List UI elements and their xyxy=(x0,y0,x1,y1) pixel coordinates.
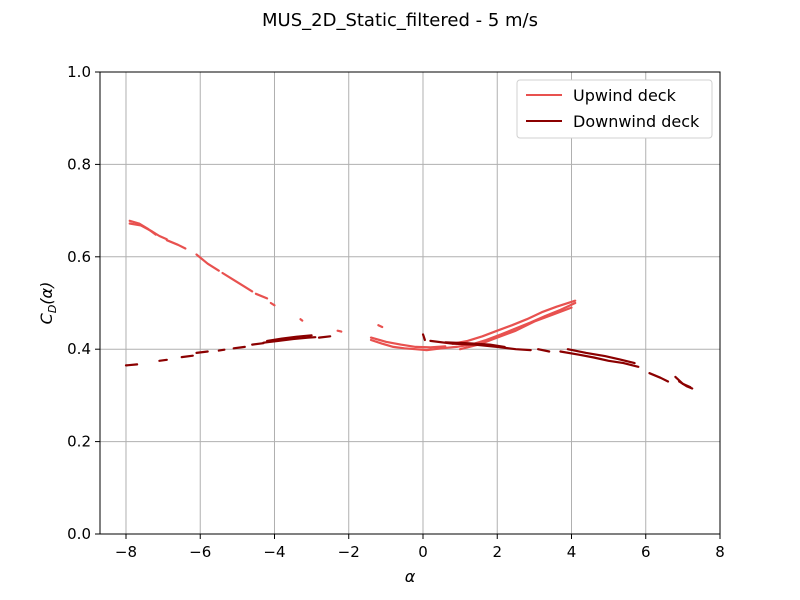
series-line-segment xyxy=(251,342,265,346)
plot-frame xyxy=(99,71,721,535)
legend: Upwind deck Downwind deck xyxy=(516,79,713,139)
series-line-segment xyxy=(269,301,276,307)
x-tick-label: −6 xyxy=(189,543,211,561)
series-line-segment xyxy=(195,350,209,354)
y-tick-label: 0.8 xyxy=(67,155,91,173)
series-line-segment xyxy=(444,341,506,348)
y-axis-label-arg: (α) xyxy=(37,282,56,305)
series-line-segment xyxy=(217,348,226,352)
series-line-segment xyxy=(336,329,343,333)
y-axis-label-sub: D xyxy=(46,305,59,313)
series-line-segment xyxy=(158,358,168,362)
y-axis-ticks: 0.0 0.2 0.4 0.6 0.8 1.0 xyxy=(67,63,100,543)
x-tick-label: 0 xyxy=(418,543,428,561)
legend-label-downwind: Downwind deck xyxy=(573,112,700,131)
y-tick-label: 0.0 xyxy=(67,525,91,543)
series-line-segment xyxy=(451,299,577,345)
series-line-segment xyxy=(536,348,551,353)
plot-series xyxy=(124,219,694,390)
series-line-segment xyxy=(165,239,187,250)
series-line-segment xyxy=(266,334,313,342)
y-axis-label: CD(α) xyxy=(37,282,59,325)
series-downwind-deck xyxy=(124,333,694,390)
x-tick-label: 4 xyxy=(567,543,577,561)
series-line-segment xyxy=(299,318,304,322)
series-line-segment xyxy=(128,219,157,236)
series-line-segment xyxy=(678,380,694,390)
series-line-segment xyxy=(369,336,447,349)
series-line-segment xyxy=(180,354,194,359)
x-tick-label: −8 xyxy=(115,543,137,561)
series-line-segment xyxy=(262,336,317,344)
series-line-segment xyxy=(648,372,670,383)
series-line-segment xyxy=(559,350,640,368)
series-line-segment xyxy=(254,292,269,300)
y-tick-label: 0.2 xyxy=(67,433,91,451)
y-tick-label: 0.6 xyxy=(67,248,91,266)
x-axis-label: α xyxy=(405,567,416,586)
legend-box xyxy=(516,79,713,139)
series-line-segment xyxy=(566,348,636,365)
series-line-segment xyxy=(221,271,254,293)
x-tick-label: 6 xyxy=(641,543,651,561)
series-line-segment xyxy=(124,363,139,367)
series-line-segment xyxy=(369,338,458,352)
series-line-segment xyxy=(317,335,332,339)
series-line-segment xyxy=(421,333,426,342)
legend-label-upwind: Upwind deck xyxy=(573,86,677,105)
chart-title: MUS_2D_Static_filtered - 5 m/s xyxy=(262,10,538,31)
x-axis-ticks: −8 −6 −4 −2 0 2 4 6 8 xyxy=(115,534,725,561)
x-tick-label: −2 xyxy=(338,543,360,561)
x-tick-label: 8 xyxy=(715,543,725,561)
series-line-segment xyxy=(232,345,246,350)
y-tick-label: 0.4 xyxy=(67,340,91,358)
y-tick-label: 1.0 xyxy=(67,63,91,81)
series-line-segment xyxy=(195,253,220,272)
series-line-segment xyxy=(377,324,384,329)
y-axis-label-main: C xyxy=(37,312,56,324)
x-tick-label: 2 xyxy=(492,543,502,561)
x-tick-label: −4 xyxy=(263,543,285,561)
